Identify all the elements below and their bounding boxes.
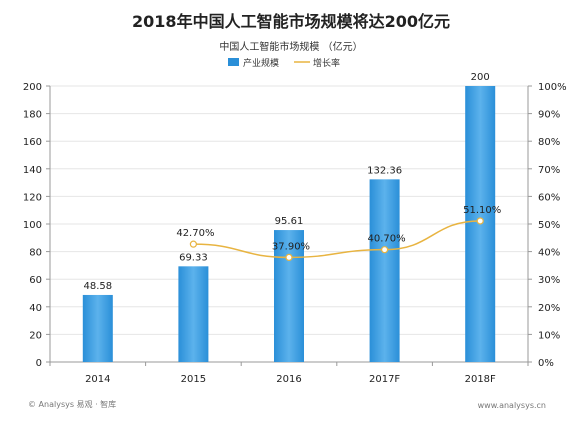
data-labels: 48.58 69.33 95.61 132.36 200 42.70% 37.90% 40.7… <box>83 72 501 292</box>
bar-series <box>82 86 496 362</box>
y-tick-label: 0 <box>36 358 42 369</box>
y-tick-label: 120 <box>23 192 42 203</box>
growth-point <box>189 240 197 248</box>
growth-line-series <box>189 217 484 261</box>
bar-value-label: 69.33 <box>179 252 208 263</box>
y2-tick-label: 40% <box>538 248 560 259</box>
y-tick-label: 160 <box>23 137 42 148</box>
bar <box>178 266 209 362</box>
growth-value-label: 51.10% <box>463 205 501 216</box>
y-tick-label: 180 <box>23 110 42 121</box>
bar <box>369 179 400 362</box>
y-tick-label: 60 <box>29 275 42 286</box>
y2-tick-label: 100% <box>538 82 567 93</box>
chart-title: 2018年中国人工智能市场规模将达200亿元 <box>132 12 450 31</box>
growth-value-label: 37.90% <box>272 241 310 252</box>
y2-tick-label: 20% <box>538 303 560 314</box>
y-tick-label: 200 <box>23 82 42 93</box>
x-tick-label: 2017F <box>369 374 400 385</box>
bar-value-label: 132.36 <box>367 165 402 176</box>
x-tick-label: 2014 <box>85 374 110 385</box>
y-tick-label: 140 <box>23 165 42 176</box>
y2-tick-label: 10% <box>538 330 560 341</box>
x-tick-label: 2015 <box>181 374 206 385</box>
y2-tick-label: 80% <box>538 137 560 148</box>
y2-tick-label: 70% <box>538 165 560 176</box>
source-credit: © Analysys 易观 · 智库 <box>28 400 117 409</box>
axes: 0 20 40 60 80 100 120 140 160 180 200 0% 10% 20% 30% 40… <box>23 82 567 385</box>
y2-tick-label: 50% <box>538 220 560 231</box>
legend-bar-swatch <box>228 58 239 66</box>
growth-point <box>381 246 389 254</box>
y2-tick-label: 90% <box>538 110 560 121</box>
chart-subtitle: 中国人工智能市场规模 （亿元） <box>219 40 362 53</box>
y-tick-label: 40 <box>29 303 42 314</box>
y2-tick-label: 30% <box>538 275 560 286</box>
y-tick-label: 100 <box>23 220 42 231</box>
y-tick-label: 80 <box>29 248 42 259</box>
y2-tick-label: 0% <box>538 358 554 369</box>
source-url: www.analysys.cn <box>477 401 546 410</box>
growth-value-label: 42.70% <box>176 228 214 239</box>
x-tick-label: 2016 <box>276 374 301 385</box>
bar <box>274 230 304 362</box>
bar <box>82 294 113 362</box>
legend-line-label: 增长率 <box>313 57 340 69</box>
x-tick-label: 2018F <box>465 374 496 385</box>
y-tick-label: 20 <box>29 330 42 341</box>
bar-value-label: 95.61 <box>275 216 304 227</box>
chart-legend: 产业规模 增长率 <box>228 57 340 69</box>
growth-value-label: 40.70% <box>368 234 406 245</box>
growth-line <box>193 220 481 259</box>
y2-tick-label: 60% <box>538 192 560 203</box>
legend-bar-label: 产业规模 <box>243 57 279 69</box>
bar-value-label: 48.58 <box>83 281 112 292</box>
growth-point <box>285 253 293 261</box>
growth-point <box>476 217 484 225</box>
bar-value-label: 200 <box>471 72 490 83</box>
